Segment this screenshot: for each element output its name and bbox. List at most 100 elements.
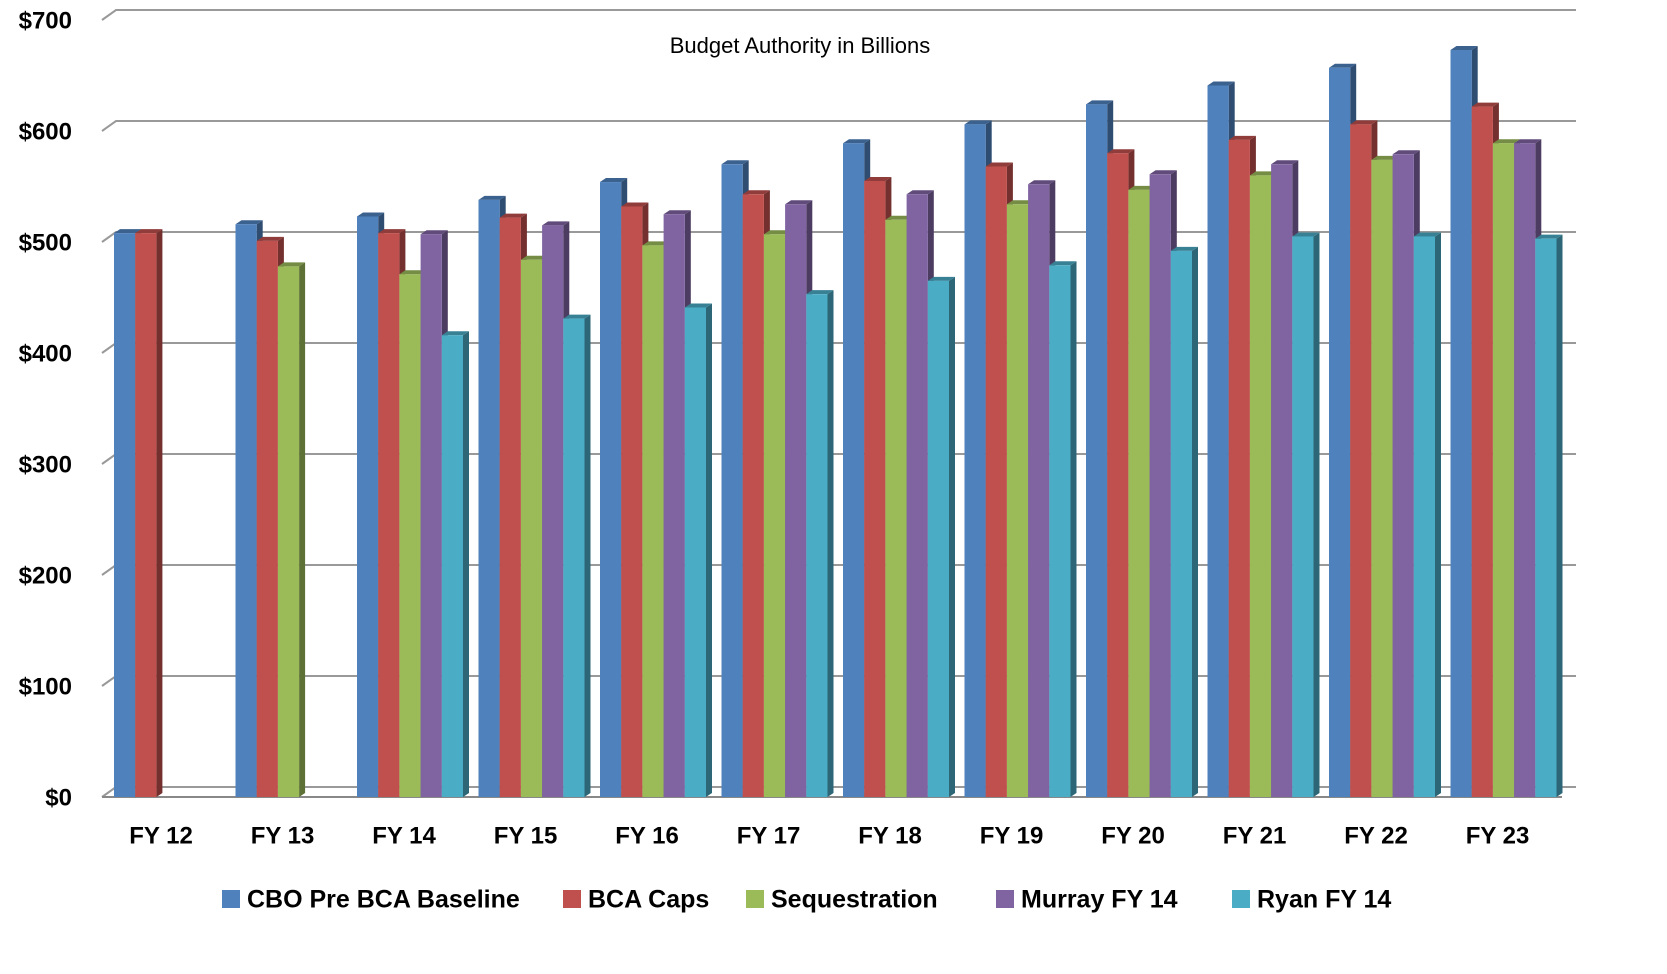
bar-top [663,210,691,215]
bar [1107,153,1129,797]
bar-top [420,230,448,235]
bar [520,259,543,797]
x-tick-label: FY 19 [980,822,1044,849]
bar-top [1271,160,1299,165]
bar-top [964,120,992,125]
y-tick-label: $600 [19,118,72,145]
x-tick-label: FY 16 [615,822,679,849]
bar [1329,67,1351,798]
bar [1471,106,1493,797]
bar-top [1514,139,1542,144]
bar-top [742,190,770,195]
bar-top [520,255,549,260]
bar-side [584,314,591,797]
y-tick-label: $0 [45,784,72,811]
y-tick-label: $400 [19,340,72,367]
bar-side [299,262,306,797]
bar [1028,184,1050,797]
bar-top [906,190,934,195]
bar [1492,143,1515,797]
x-tick-label: FY 20 [1101,822,1165,849]
x-tick-label: FY 21 [1223,822,1287,849]
bar-top [642,241,670,246]
x-tick-label: FY 14 [372,822,436,849]
bar-top [1249,171,1278,176]
x-tick-label: FY 13 [251,822,315,849]
bar-top [478,195,506,200]
legend-label: Sequestration [771,886,938,914]
y-tick-label: $500 [19,229,72,256]
bar-top [600,178,628,183]
bar-top [378,229,406,234]
bar [927,280,949,798]
bar [1249,175,1272,797]
bar [1514,143,1536,797]
bar-top [135,229,163,234]
bar-top [1128,185,1156,190]
bar [906,194,928,797]
bar [684,307,706,797]
bar-top [1413,232,1441,237]
bar [1149,174,1171,798]
y-tick-label: $300 [19,451,72,478]
bar-top [721,160,749,165]
bar [378,233,400,797]
bar [114,233,136,797]
bar-top [684,303,712,308]
bar [1392,154,1414,797]
bar [563,318,585,797]
bar-top [1329,63,1357,68]
legend-label: BCA Caps [588,886,709,914]
legend-label: Ryan FY 14 [1257,886,1391,914]
bar-top [1207,81,1235,86]
bar [985,166,1007,797]
bar [600,182,622,797]
bar-top [1086,100,1114,105]
y-tick-label: $200 [19,562,72,589]
bar [399,274,421,797]
bar [1413,236,1435,797]
bar [1535,238,1557,798]
bar [420,234,442,798]
bar [235,224,257,798]
bar [256,240,278,797]
bar-top [1228,135,1256,140]
legend-swatch [996,890,1014,908]
x-tick-label: FY 18 [858,822,922,849]
x-tick-label: FY 17 [737,822,801,849]
bar-side [1435,232,1441,797]
bar-side [949,276,955,798]
legend-label: Murray FY 14 [1021,886,1178,914]
bar-top [1049,261,1077,266]
bar-side [827,290,834,797]
bar [1049,265,1071,797]
bar-top [441,331,469,336]
bar-top [256,236,284,241]
bar [1350,124,1372,798]
bar [499,217,521,797]
bar-side [706,303,712,797]
bar [1450,49,1472,798]
bar [1170,250,1192,797]
bar [1128,189,1150,797]
bar-top [785,200,813,205]
bar [806,294,828,797]
legend-label: CBO Pre BCA Baseline [247,886,520,914]
bar-top [1392,150,1420,155]
bar-top [235,220,263,225]
bar-top [1371,155,1399,160]
x-tick-label: FY 22 [1344,822,1408,849]
bar-top [1471,102,1499,107]
bar [843,143,865,797]
bar-top [1292,232,1320,237]
bar [1292,236,1314,797]
bar-top [885,215,913,220]
bar-top [399,270,427,275]
x-tick-label: FY 23 [1466,822,1530,849]
bar-top [1450,45,1478,50]
bar-top [985,162,1013,167]
bar-top [1492,139,1521,144]
bar [1207,85,1229,798]
bar-side [1556,234,1563,798]
bar [621,206,643,798]
